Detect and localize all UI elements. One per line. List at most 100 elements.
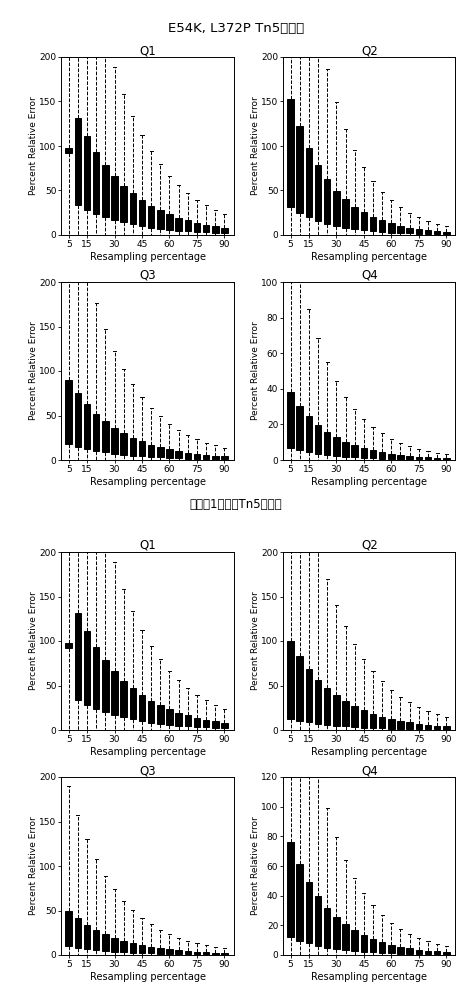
X-axis label: Resampling percentage: Resampling percentage (312, 477, 427, 487)
PathPatch shape (84, 404, 90, 449)
PathPatch shape (352, 930, 358, 951)
PathPatch shape (416, 724, 422, 729)
Y-axis label: Percent Relative Error: Percent Relative Error (251, 592, 260, 690)
PathPatch shape (361, 935, 367, 952)
PathPatch shape (379, 942, 385, 953)
PathPatch shape (324, 432, 330, 455)
PathPatch shape (75, 918, 81, 948)
PathPatch shape (120, 186, 127, 222)
PathPatch shape (185, 220, 191, 231)
PathPatch shape (166, 214, 173, 230)
PathPatch shape (130, 688, 136, 719)
PathPatch shape (287, 842, 294, 937)
PathPatch shape (166, 709, 173, 725)
PathPatch shape (93, 152, 100, 214)
PathPatch shape (370, 714, 376, 728)
PathPatch shape (406, 722, 413, 729)
PathPatch shape (342, 924, 349, 950)
Y-axis label: Percent Relative Error: Percent Relative Error (251, 97, 260, 195)
PathPatch shape (93, 647, 100, 709)
PathPatch shape (315, 680, 321, 724)
PathPatch shape (416, 950, 422, 954)
PathPatch shape (221, 723, 228, 728)
PathPatch shape (75, 613, 81, 700)
PathPatch shape (111, 671, 118, 715)
X-axis label: Resampling percentage: Resampling percentage (312, 972, 427, 982)
PathPatch shape (416, 229, 422, 234)
PathPatch shape (324, 908, 330, 948)
PathPatch shape (84, 925, 90, 949)
PathPatch shape (157, 447, 163, 457)
X-axis label: Resampling percentage: Resampling percentage (90, 747, 205, 757)
PathPatch shape (342, 199, 349, 228)
PathPatch shape (157, 705, 163, 724)
Title: Q4: Q4 (361, 764, 378, 777)
PathPatch shape (306, 882, 312, 943)
Text: 实施例1中所述Tn5转座酶: 实施例1中所述Tn5转座酶 (190, 498, 282, 511)
PathPatch shape (397, 947, 404, 954)
PathPatch shape (306, 416, 312, 452)
PathPatch shape (120, 433, 127, 455)
PathPatch shape (352, 706, 358, 727)
PathPatch shape (397, 721, 404, 729)
Title: Q2: Q2 (361, 539, 378, 552)
PathPatch shape (212, 456, 219, 459)
PathPatch shape (388, 719, 395, 729)
PathPatch shape (388, 945, 395, 953)
PathPatch shape (139, 695, 145, 721)
PathPatch shape (75, 393, 81, 447)
PathPatch shape (324, 179, 330, 224)
PathPatch shape (296, 656, 303, 721)
X-axis label: Resampling percentage: Resampling percentage (312, 747, 427, 757)
PathPatch shape (287, 392, 294, 448)
PathPatch shape (443, 952, 449, 955)
PathPatch shape (406, 948, 413, 954)
PathPatch shape (287, 99, 294, 207)
PathPatch shape (75, 118, 81, 205)
PathPatch shape (443, 458, 449, 460)
PathPatch shape (306, 148, 312, 217)
PathPatch shape (388, 223, 395, 233)
PathPatch shape (185, 951, 191, 954)
Title: Q3: Q3 (139, 764, 156, 777)
PathPatch shape (66, 643, 72, 648)
PathPatch shape (212, 226, 219, 233)
PathPatch shape (296, 864, 303, 941)
PathPatch shape (66, 148, 72, 153)
PathPatch shape (194, 454, 200, 459)
PathPatch shape (221, 456, 228, 459)
PathPatch shape (166, 449, 173, 458)
PathPatch shape (361, 448, 367, 458)
X-axis label: Resampling percentage: Resampling percentage (90, 972, 205, 982)
PathPatch shape (139, 200, 145, 226)
PathPatch shape (406, 228, 413, 233)
PathPatch shape (342, 442, 349, 457)
Y-axis label: Percent Relative Error: Percent Relative Error (29, 322, 38, 420)
PathPatch shape (148, 701, 154, 723)
Title: Q1: Q1 (139, 44, 156, 57)
PathPatch shape (176, 950, 182, 954)
PathPatch shape (397, 455, 404, 459)
PathPatch shape (434, 458, 440, 460)
PathPatch shape (315, 425, 321, 454)
PathPatch shape (370, 450, 376, 458)
PathPatch shape (333, 695, 339, 726)
PathPatch shape (102, 660, 109, 712)
PathPatch shape (416, 457, 422, 459)
Y-axis label: Percent Relative Error: Percent Relative Error (29, 97, 38, 195)
PathPatch shape (443, 232, 449, 234)
X-axis label: Resampling percentage: Resampling percentage (90, 477, 205, 487)
PathPatch shape (388, 454, 395, 459)
PathPatch shape (342, 701, 349, 726)
PathPatch shape (194, 718, 200, 727)
PathPatch shape (306, 669, 312, 722)
PathPatch shape (221, 953, 228, 955)
PathPatch shape (111, 938, 118, 952)
PathPatch shape (157, 948, 163, 954)
PathPatch shape (139, 945, 145, 953)
Title: Q1: Q1 (139, 539, 156, 552)
PathPatch shape (166, 949, 173, 954)
PathPatch shape (203, 952, 210, 954)
PathPatch shape (379, 220, 385, 232)
PathPatch shape (102, 421, 109, 452)
